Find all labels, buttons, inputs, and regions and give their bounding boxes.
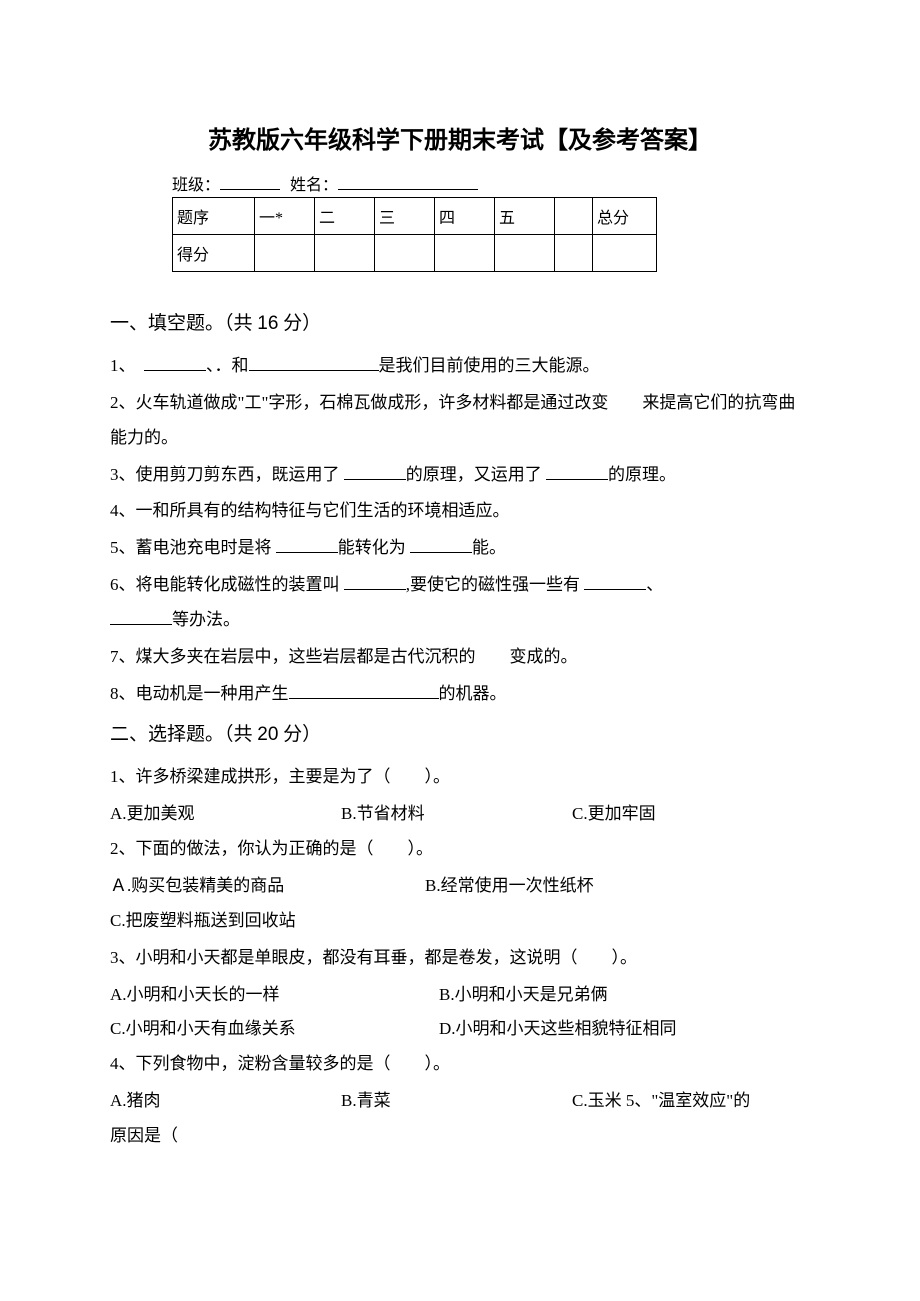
cell-col-4: 四: [435, 198, 495, 235]
table-row: 题序 一* 二 三 四 五 总分: [173, 198, 657, 235]
s1-q8: 8、电动机是一种用产生 的机器。: [110, 677, 810, 712]
s1-q5: 5、蓄电池充电时是将 能转化为 能。: [110, 531, 810, 566]
s1-q5-b: 能转化为: [338, 538, 410, 557]
fill-blank: [289, 698, 439, 699]
fill-blank: [344, 589, 406, 590]
s1-q7: 7、煤大多夹在岩层中，这些岩层都是古代沉积的 变成的。: [110, 640, 810, 675]
s1-q4: 4、一和所具有的结构特征与它们生活的环境相适应。: [110, 494, 810, 529]
fill-blank: [144, 370, 206, 371]
fill-blank: [276, 552, 338, 553]
page-title: 苏教版六年级科学下册期末考试【及参考答案】: [110, 120, 810, 155]
cell-col-3: 三: [375, 198, 435, 235]
cell-header-label: 题序: [173, 198, 255, 235]
name-label: 姓名：: [290, 171, 338, 195]
s2-q1-c: C.更加牢固: [572, 797, 803, 832]
cell-col-2: 二: [315, 198, 375, 235]
s2-q2-options-1: Ａ.购买包装精美的商品 B.经常使用一次性纸杯: [110, 869, 810, 904]
fill-blank: [344, 479, 406, 480]
class-blank: [220, 189, 280, 190]
s1-q8-b: 的机器。: [439, 684, 507, 703]
cell-score-5: [495, 235, 555, 272]
section-2-post: 分）: [278, 724, 321, 745]
s2-q4-c: C.玉米 5、"温室效应"的: [572, 1084, 803, 1119]
s1-q1-b: 、．和: [206, 356, 249, 375]
s1-q5-c: 能。: [472, 538, 506, 557]
s2-q1: 1、许多桥梁建成拱形，主要是为了（ ）。: [110, 760, 810, 795]
s2-q3-options-1: A.小明和小天长的一样 B.小明和小天是兄弟俩: [110, 978, 810, 1013]
s2-q1-options: A.更加美观 B.节省材料 C.更加牢固: [110, 797, 810, 832]
score-table: 题序 一* 二 三 四 五 总分 得分: [172, 197, 657, 272]
s2-q1-b: B.节省材料: [341, 797, 572, 832]
cell-col-5: 五: [495, 198, 555, 235]
fill-blank: [584, 589, 646, 590]
s2-q3-options-2: C.小明和小天有血缘关系 D.小明和小天这些相貌特征相同: [110, 1012, 810, 1047]
section-1-points: 16: [257, 313, 278, 334]
cell-total-label: 总分: [593, 198, 657, 235]
s2-q2-a: Ａ.购买包装精美的商品: [110, 869, 425, 904]
s2-q2-c: C.把废塑料瓶送到回收站: [110, 904, 810, 939]
name-blank: [338, 189, 478, 190]
s1-q1-a: 1、: [110, 356, 144, 375]
s1-q3: 3、使用剪刀剪东西，既运用了 的原理，又运用了 的原理。: [110, 458, 810, 493]
s2-q1-a: A.更加美观: [110, 797, 341, 832]
s2-q3-a: A.小明和小天长的一样: [110, 978, 439, 1013]
s1-q6-d: 等办法。: [172, 610, 240, 629]
class-label: 班级：: [172, 171, 220, 195]
s2-q4-a: A.猪肉: [110, 1084, 341, 1119]
fill-blank: [110, 624, 172, 625]
s2-q3: 3、小明和小天都是单眼皮，都没有耳垂，都是卷发，这说明（ ）。: [110, 941, 810, 976]
section-2-points: 20: [257, 724, 278, 745]
s2-q3-d: D.小明和小天这些相貌特征相同: [439, 1012, 810, 1047]
section-1-post: 分）: [278, 313, 321, 334]
s1-q6-c: 、: [646, 575, 663, 594]
fill-blank: [410, 552, 472, 553]
s2-q4-b: B.青菜: [341, 1084, 572, 1119]
s1-q1-c: 是我们目前使用的三大能源。: [379, 356, 600, 375]
section-2-pre: 二、选择题。（共: [110, 724, 257, 745]
s2-q5-tail: 原因是（: [110, 1119, 810, 1154]
section-1-header: 一、填空题。（共 16 分）: [110, 308, 810, 335]
fill-blank: [546, 479, 608, 480]
cell-score-label: 得分: [173, 235, 255, 272]
student-info-line: 班级： 姓名：: [172, 171, 810, 195]
s1-q2: 2、火车轨道做成"工"字形，石棉瓦做成形，许多材料都是通过改变 来提高它们的抗弯…: [110, 386, 810, 456]
s2-q2: 2、下面的做法，你认为正确的是（ ）。: [110, 832, 810, 867]
cell-score-3: [375, 235, 435, 272]
cell-col-1: 一*: [255, 198, 315, 235]
s1-q6-b: ,要使它的磁性强一些有: [406, 575, 585, 594]
s1-q8-a: 8、电动机是一种用产生: [110, 684, 289, 703]
cell-score-2: [315, 235, 375, 272]
fill-blank: [249, 370, 379, 371]
s1-q3-a: 3、使用剪刀剪东西，既运用了: [110, 465, 344, 484]
s1-q3-c: 的原理。: [608, 465, 676, 484]
cell-score-4: [435, 235, 495, 272]
cell-score-total: [593, 235, 657, 272]
s1-q1: 1、 、．和 是我们目前使用的三大能源。: [110, 349, 810, 384]
s1-q3-b: 的原理，又运用了: [406, 465, 546, 484]
section-2-header: 二、选择题。（共 20 分）: [110, 719, 810, 746]
s2-q3-c: C.小明和小天有血缘关系: [110, 1012, 439, 1047]
s2-q4-options: A.猪肉 B.青菜 C.玉米 5、"温室效应"的: [110, 1084, 810, 1119]
table-row: 得分: [173, 235, 657, 272]
s1-q6: 6、将电能转化成磁性的装置叫 ,要使它的磁性强一些有 、 等办法。: [110, 568, 810, 638]
cell-blank: [555, 198, 593, 235]
cell-score-blank: [555, 235, 593, 272]
cell-score-1: [255, 235, 315, 272]
s2-q3-b: B.小明和小天是兄弟俩: [439, 978, 810, 1013]
section-1-pre: 一、填空题。（共: [110, 313, 257, 334]
s2-q2-b: B.经常使用一次性纸杯: [425, 869, 810, 904]
s2-q4: 4、下列食物中，淀粉含量较多的是（ ）。: [110, 1047, 810, 1082]
s1-q6-a: 6、将电能转化成磁性的装置叫: [110, 575, 344, 594]
s1-q5-a: 5、蓄电池充电时是将: [110, 538, 276, 557]
